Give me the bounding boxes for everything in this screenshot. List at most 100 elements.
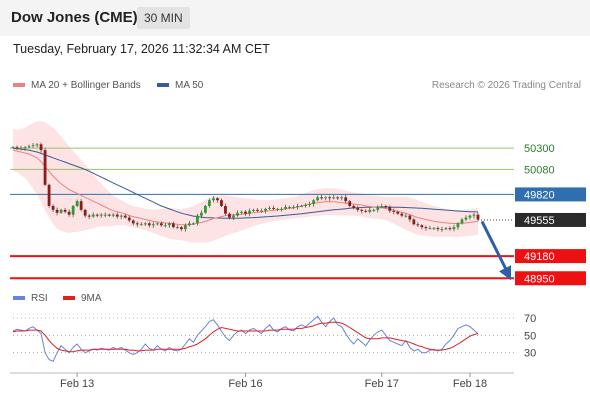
candle-body <box>103 214 107 216</box>
candle-body <box>264 208 267 211</box>
rsi-line <box>12 315 479 362</box>
candle-body <box>115 214 119 217</box>
candle-body <box>368 209 372 212</box>
rsi-ma-line <box>12 321 479 353</box>
candle-body <box>31 145 35 147</box>
candle-body <box>364 210 368 212</box>
candle-body <box>236 212 239 216</box>
candle-body <box>360 209 364 211</box>
candle-body <box>11 147 15 149</box>
candle-body <box>19 148 23 150</box>
level-label-49555: 49555 <box>524 215 555 227</box>
candle-body <box>260 210 263 212</box>
candle-body <box>356 207 360 210</box>
candle-body <box>348 201 352 206</box>
candle-body <box>79 201 83 210</box>
candle-body <box>352 205 356 208</box>
candle-body <box>376 206 380 210</box>
candle-body <box>428 228 432 230</box>
candle-body <box>372 209 376 211</box>
candle-body <box>71 205 75 215</box>
candle-body <box>284 206 287 209</box>
candle-body <box>296 205 300 207</box>
candle-body <box>248 210 251 214</box>
level-label-50080: 50080 <box>524 164 555 176</box>
candle-body <box>123 215 127 218</box>
rsi-legend-label: RSI <box>31 293 48 304</box>
rsi-tick-50: 50 <box>524 330 536 342</box>
candle-body <box>280 208 283 210</box>
candle-body <box>344 197 348 202</box>
candle-body <box>404 215 408 217</box>
candle-body <box>444 228 448 230</box>
candle-body <box>35 144 39 146</box>
candle-body <box>175 227 179 229</box>
candle-body <box>332 197 336 199</box>
candle-body <box>167 223 171 226</box>
candle-body <box>147 223 151 226</box>
candle-body <box>228 213 231 218</box>
candle-body <box>272 207 275 209</box>
rsi-tick-70: 70 <box>524 313 536 325</box>
candle-body <box>316 197 320 201</box>
candle-body <box>432 228 436 230</box>
candle-body <box>23 147 27 149</box>
candle-body <box>300 205 304 207</box>
instrument-title: Dow Jones (CME) <box>11 9 138 26</box>
top-bar: Dow Jones (CME) 30 MIN <box>0 0 590 36</box>
candle-body <box>256 209 259 211</box>
level-tag-49555 <box>515 212 586 227</box>
candle-body <box>47 184 51 206</box>
candle-body <box>216 198 219 201</box>
candle-body <box>107 214 111 216</box>
candle-body <box>412 219 416 225</box>
candle-body <box>67 211 71 215</box>
candle-body <box>464 217 468 220</box>
candle-body <box>155 223 159 225</box>
bollinger-band <box>13 121 478 243</box>
candle-body <box>244 211 247 214</box>
candle-body <box>143 223 147 225</box>
legend-ma20: MA 20 + Bollinger Bands <box>13 80 141 91</box>
timeframe-button[interactable]: 30 MIN <box>137 7 190 29</box>
level-label-48950: 48950 <box>524 273 555 285</box>
rsi-ma-swatch <box>63 296 75 301</box>
candle-body <box>304 205 308 207</box>
candle-body <box>75 201 79 206</box>
legend-rsi: RSI <box>13 293 48 304</box>
level-label-50300: 50300 <box>524 143 555 155</box>
level-label-49180: 49180 <box>524 251 555 263</box>
candle-body <box>212 198 215 201</box>
candle-body <box>59 209 63 213</box>
candle-body <box>276 208 279 210</box>
level-label-49820: 49820 <box>524 189 555 201</box>
candle-body <box>448 228 452 230</box>
candle-body <box>336 197 340 199</box>
level-tag-48950 <box>515 271 586 286</box>
candle-body <box>83 209 87 216</box>
x-tick-label: Feb 17 <box>365 378 399 390</box>
candle-body <box>252 209 255 211</box>
rsi-tick-30: 30 <box>524 348 536 360</box>
candle-body <box>179 227 183 230</box>
candle-body <box>91 214 95 217</box>
candle-body <box>39 144 43 151</box>
candle-body <box>171 223 175 228</box>
candle-body <box>476 214 480 220</box>
candle-body <box>187 223 191 226</box>
candle-body <box>340 197 344 199</box>
candle-body <box>224 205 227 214</box>
candle-body <box>312 200 316 205</box>
x-tick-label: Feb 18 <box>453 378 487 390</box>
candle-body <box>456 223 460 228</box>
candle-body <box>292 206 296 208</box>
level-tag-49180 <box>515 249 586 264</box>
candle-body <box>87 215 91 217</box>
candle-body <box>460 219 464 224</box>
candle-body <box>232 215 235 218</box>
candle-body <box>208 200 211 206</box>
candle-body <box>15 147 19 149</box>
candle-body <box>240 211 243 213</box>
candle-body <box>95 214 99 216</box>
